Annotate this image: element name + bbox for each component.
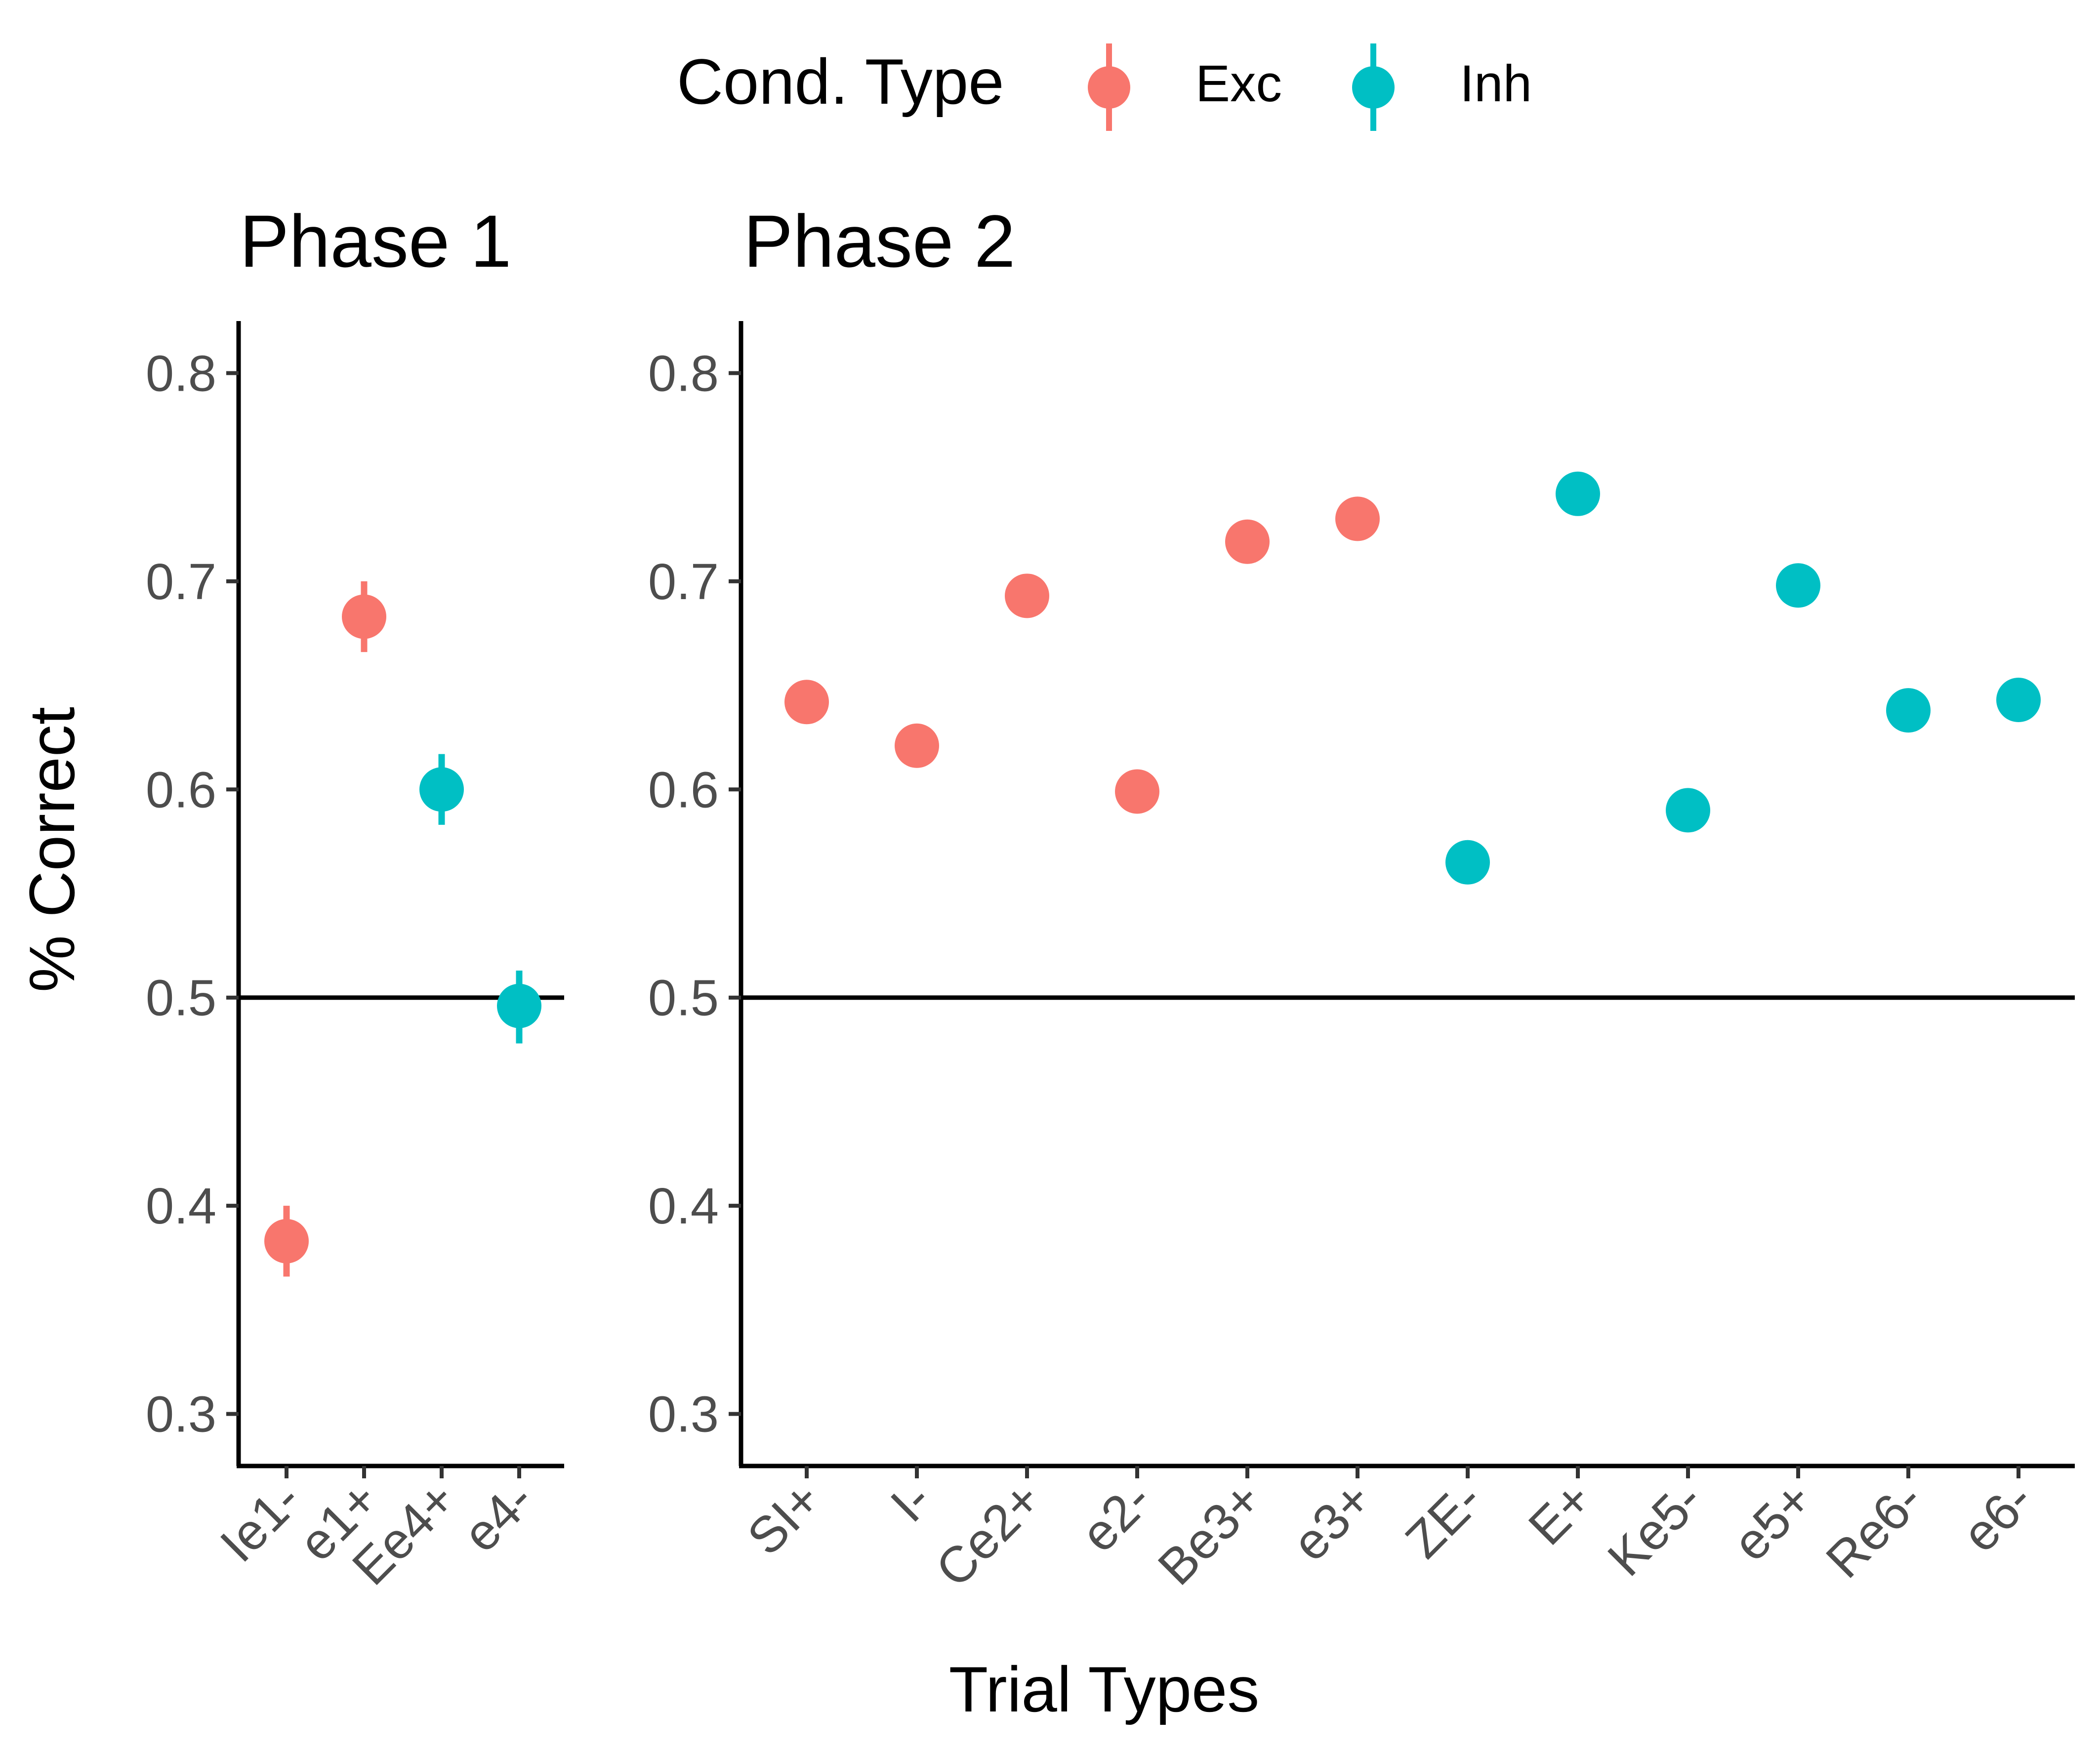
y-tick-label: 0.4 — [146, 1178, 216, 1234]
legend-label-exc: Exc — [1195, 55, 1282, 113]
y-tick-label: 0.5 — [146, 970, 216, 1026]
data-point-exc-i — [895, 723, 939, 768]
legend-key-inh-point — [1352, 66, 1395, 109]
y-tick-label: 0.8 — [146, 345, 216, 402]
panels: Phase 10.30.40.50.60.70.8Ie1-e1+Ee4+e4-P… — [146, 200, 2075, 1598]
x-axis-title: Trial Types — [949, 1653, 1260, 1725]
data-point-exc-ie1 — [264, 1219, 309, 1263]
y-tick-label: 0.6 — [146, 761, 216, 818]
legend-title: Cond. Type — [677, 45, 1004, 118]
x-tick-label: e6- — [1951, 1470, 2044, 1563]
data-point-exc-e2 — [1115, 769, 1159, 814]
data-point-inh-re6 — [1886, 688, 1931, 733]
panel-title: Phase 2 — [743, 200, 1015, 283]
data-point-exc-ce2 — [1005, 573, 1049, 618]
x-tick-label: e4- — [452, 1470, 544, 1563]
data-point-exc-e1 — [342, 594, 386, 639]
x-tick-label: Ie1- — [209, 1470, 312, 1573]
x-tick-label: Be3+ — [1147, 1470, 1272, 1595]
x-tick-label: Ke5- — [1597, 1470, 1713, 1587]
y-axis-title: % Correct — [16, 707, 88, 992]
x-tick-label: e3+ — [1281, 1470, 1383, 1572]
data-point-exc-e3 — [1335, 496, 1380, 541]
x-tick-label: SI+ — [737, 1470, 832, 1566]
x-tick-label: e5+ — [1722, 1470, 1823, 1572]
data-point-inh-e6 — [1996, 678, 2041, 723]
x-tick-label: ZE- — [1395, 1470, 1493, 1569]
legend-key-exc — [1088, 43, 1130, 131]
legend-key-inh — [1352, 43, 1395, 131]
data-point-exc-si — [784, 680, 829, 725]
data-point-inh-ze — [1445, 840, 1490, 885]
y-tick-label: 0.7 — [648, 553, 719, 610]
y-tick-label: 0.5 — [648, 970, 719, 1026]
data-point-inh-ke5 — [1666, 788, 1710, 833]
data-point-exc-be3 — [1225, 519, 1270, 564]
x-tick-label: Ce2+ — [925, 1470, 1052, 1597]
panel-title: Phase 1 — [240, 200, 511, 283]
legend-label-inh: Inh — [1460, 55, 1532, 113]
data-point-inh-e — [1556, 471, 1600, 516]
panel-2: Phase 2 0.3 0.4 0.5 0.6 0.7 0.8 SI+ I-Ce2+ e2-Be3… — [648, 200, 2075, 1598]
legend: Cond. Type Exc Inh — [677, 43, 1532, 131]
x-tick-label: E+ — [1518, 1470, 1603, 1555]
y-tick-label: 0.8 — [648, 345, 719, 402]
y-tick-label: 0.3 — [648, 1386, 719, 1443]
y-tick-label: 0.3 — [146, 1386, 216, 1443]
x-tick-label: Re6- — [1815, 1470, 1933, 1588]
x-tick-label: e2- — [1070, 1470, 1162, 1563]
data-point-inh-e4 — [497, 983, 541, 1028]
y-tick-label: 0.7 — [146, 553, 216, 610]
y-tick-label: 0.6 — [648, 761, 719, 818]
data-point-inh-e5 — [1776, 563, 1820, 608]
legend-key-exc-point — [1088, 66, 1130, 109]
x-tick-label: I- — [880, 1470, 942, 1533]
data-point-inh-ee4 — [419, 767, 464, 812]
y-tick-label: 0.4 — [648, 1178, 719, 1234]
